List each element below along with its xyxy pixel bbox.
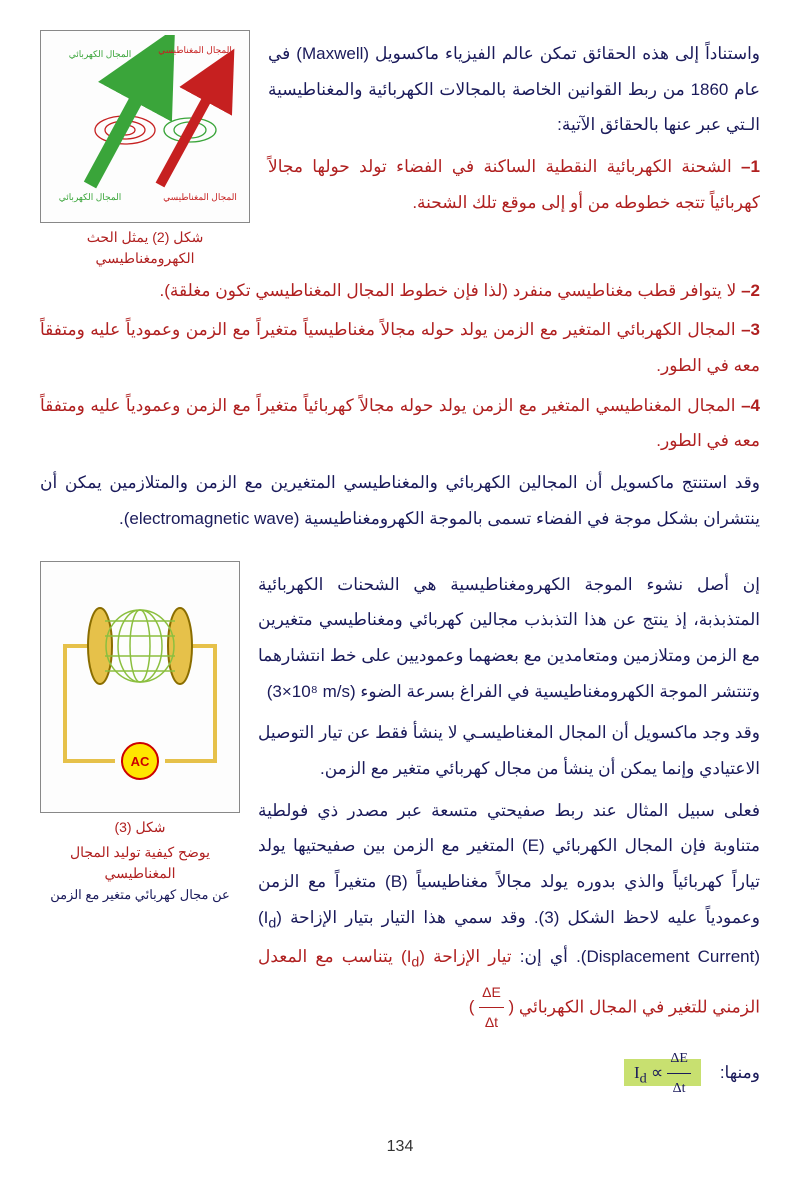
ac-label: AC [131, 754, 150, 769]
figure-3-svg: AC [45, 566, 235, 796]
item3-text: المجال الكهربائي المتغير مع الزمن يولد ح… [40, 320, 760, 375]
hence-line: ومنها: Id ∝ ΔEΔt [258, 1044, 760, 1104]
item-3: 3– المجال الكهربائي المتغير مع الزمن يول… [40, 312, 760, 383]
figure-3-caption-3: عن مجال كهربائي متغير مع الزمن [40, 886, 240, 904]
figure-2-caption: شكل (2) يمثل الحث الكهرومغناطيسي [40, 227, 250, 269]
fig2-label2: المجال الكهربائي [69, 49, 132, 60]
origin-para-3: فعلى سبيل المثال عند ربط صفيحتي متسعة عب… [258, 793, 760, 1038]
origin-col: إن أصل نشوء الموجة الكهرومغناطيسية هي ال… [258, 561, 760, 1110]
page-number: 134 [40, 1130, 760, 1164]
item1-num: 1 [751, 157, 760, 176]
origin-para-1: إن أصل نشوء الموجة الكهرومغناطيسية هي ال… [258, 567, 760, 710]
fig2-label1: المجال المغناطيسي [158, 45, 232, 55]
figure-3-box: AC [40, 561, 240, 814]
item2-text: لا يتوافر قطب مغناطيسي منفرد (لذا فإن خط… [160, 281, 737, 300]
figure-2-svg: المجال المغناطيسي المجال الكهربائي المجا… [45, 35, 245, 205]
formula-box: Id ∝ ΔEΔt [624, 1059, 701, 1086]
item1-text: الشحنة الكهربائية النقطية الساكنة في الف… [268, 157, 760, 212]
intro-para: واستناداً إلى هذه الحقائق تمكن عالم الفي… [268, 36, 760, 143]
figure-2: المجال المغناطيسي المجال الكهربائي المجا… [40, 30, 250, 269]
light-speed: (3×10⁸ m/s) [267, 682, 356, 701]
origin-para-2: وقد وجد ماكسويل أن المجال المغناطيسـي لا… [258, 715, 760, 786]
dE-dt-inline: ( ΔEΔt ) [469, 997, 514, 1016]
fig2-label4: المجال المغناطيسي [163, 192, 237, 202]
figure-3: AC شكل (3) يوضح كيفية توليد المجال المغن… [40, 561, 240, 905]
fig2-label3: المجال الكهربائي [59, 192, 122, 203]
top-block: واستناداً إلى هذه الحقائق تمكن عالم الفي… [40, 30, 760, 269]
intro-col: واستناداً إلى هذه الحقائق تمكن عالم الفي… [268, 30, 760, 224]
item-4: 4– المجال المغناطيسي المتغير مع الزمن يو… [40, 388, 760, 459]
item-1: 1– الشحنة الكهربائية النقطية الساكنة في … [268, 149, 760, 220]
figure-3-caption-2: يوضح كيفية توليد المجال المغناطيسي [40, 842, 240, 884]
lower-block: إن أصل نشوء الموجة الكهرومغناطيسية هي ال… [40, 561, 760, 1110]
item4-text: المجال المغناطيسي المتغير مع الزمن يولد … [40, 396, 760, 451]
figure-2-box: المجال المغناطيسي المجال الكهربائي المجا… [40, 30, 250, 223]
conclusion: وقد استنتج ماكسويل أن المجالين الكهربائي… [40, 465, 760, 536]
figure-3-caption-1: شكل (3) [40, 817, 240, 838]
item-2: 2– لا يتوافر قطب مغناطيسي منفرد (لذا فإن… [40, 273, 760, 309]
